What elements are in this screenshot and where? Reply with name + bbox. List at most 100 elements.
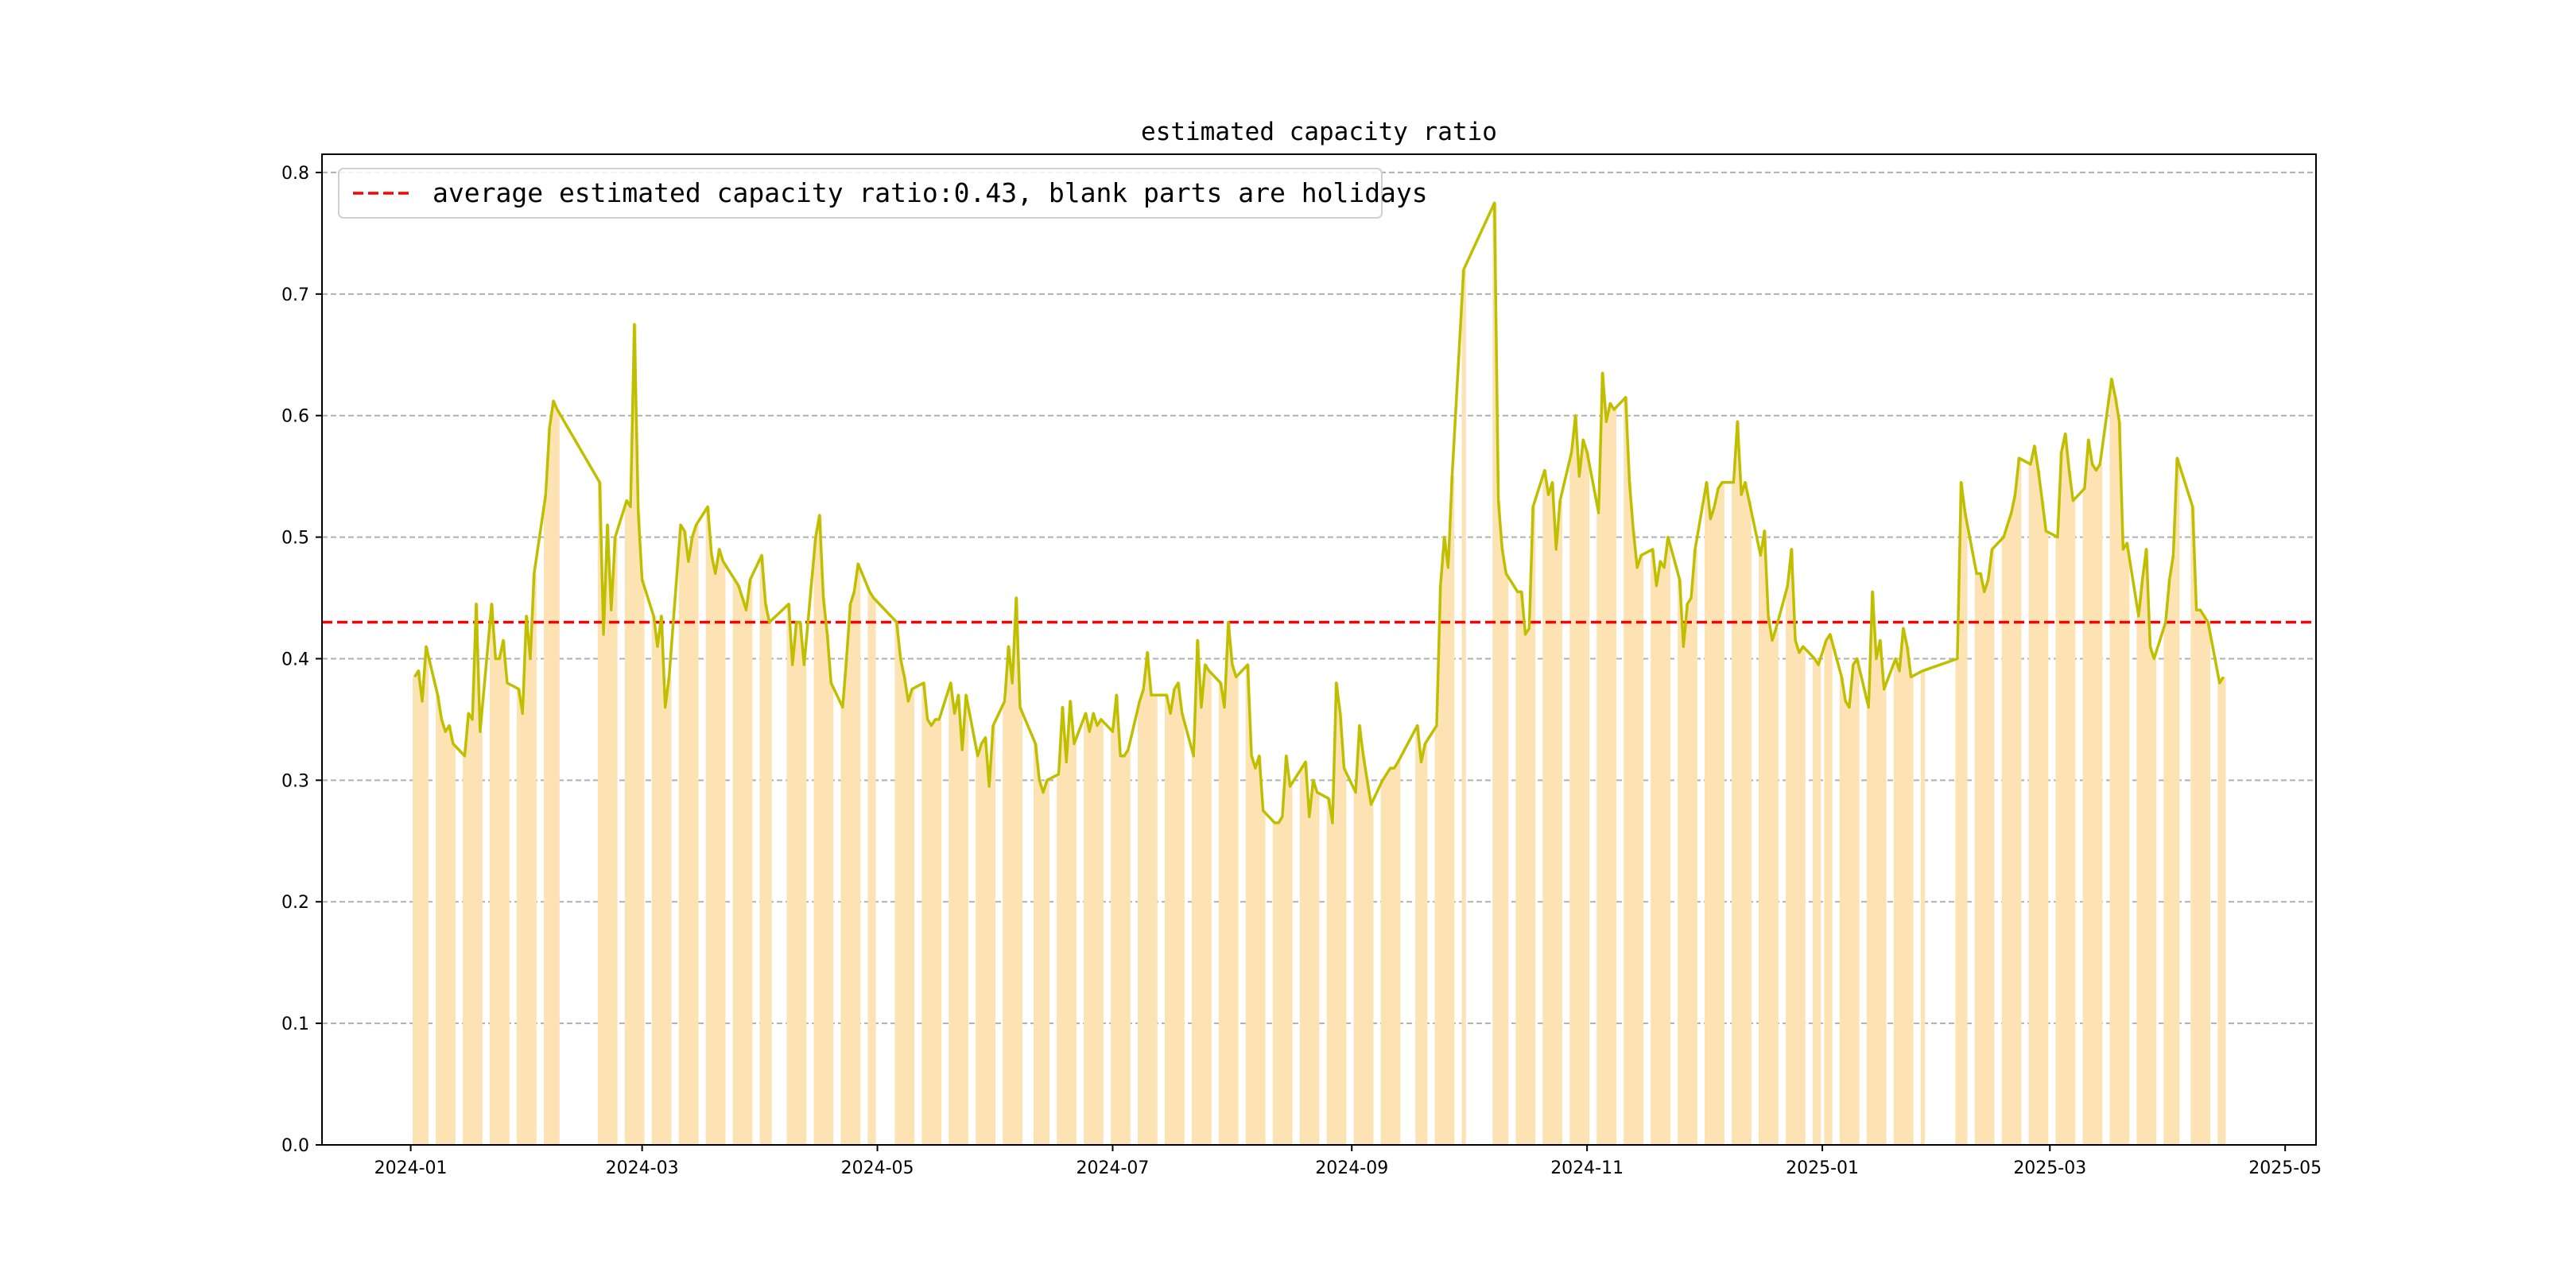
capacity-bar <box>2171 555 2176 1145</box>
y-tick-label: 0.3 <box>281 771 309 791</box>
capacity-bar <box>2032 445 2037 1145</box>
x-tick-label: 2024-01 <box>374 1158 448 1178</box>
capacity-bar <box>1500 549 1505 1145</box>
capacity-bar <box>2202 615 2207 1145</box>
capacity-bar <box>1639 555 1643 1145</box>
capacity-bar <box>1111 731 1115 1145</box>
capacity-bar <box>1195 640 1201 1145</box>
capacity-bar <box>1847 707 1852 1145</box>
capacity-bar <box>1682 646 1686 1145</box>
x-tick-label: 2024-07 <box>1077 1158 1150 1178</box>
capacity-bar <box>1114 695 1119 1145</box>
capacity-bar <box>828 683 834 1145</box>
capacity-bar <box>1824 640 1829 1145</box>
capacity-bar <box>1666 537 1670 1145</box>
capacity-bar <box>1380 780 1385 1145</box>
capacity-bar <box>937 719 942 1145</box>
capacity-bar <box>1732 482 1736 1145</box>
capacity-bar <box>1693 549 1697 1145</box>
capacity-bar <box>2067 470 2072 1145</box>
capacity-bar <box>1866 707 1872 1145</box>
capacity-bar <box>2070 500 2076 1145</box>
capacity-bar <box>636 513 641 1145</box>
capacity-bar <box>651 615 657 1145</box>
y-tick-label: 0.4 <box>281 650 309 669</box>
capacity-bar <box>2194 610 2199 1145</box>
capacity-bar <box>1662 567 1667 1145</box>
ratio-line-group <box>413 201 2225 824</box>
capacity-bar <box>1334 683 1339 1145</box>
capacity-bar <box>1203 665 1208 1145</box>
capacity-bar <box>933 719 938 1145</box>
capacity-bar <box>1705 482 1709 1145</box>
capacity-bar <box>1180 713 1185 1145</box>
capacity-bar <box>2082 488 2087 1145</box>
capacity-bar <box>1759 555 1763 1145</box>
capacity-bar <box>694 525 699 1145</box>
x-tick-label: 2025-05 <box>2248 1158 2322 1178</box>
capacity-bar <box>1276 822 1281 1145</box>
capacity-bar <box>1284 755 1289 1145</box>
capacity-bar <box>817 515 822 1145</box>
capacity-bar <box>2059 452 2064 1145</box>
capacity-bar <box>2136 615 2141 1145</box>
capacity-bar <box>1249 755 1255 1145</box>
x-tick-label: 2024-03 <box>606 1158 679 1178</box>
capacity-bar <box>1118 755 1123 1145</box>
capacity-bar <box>1581 440 1586 1145</box>
capacity-bar <box>601 634 607 1145</box>
capacity-bar <box>690 537 695 1145</box>
capacity-bar <box>1747 500 1752 1145</box>
capacity-bar <box>1095 725 1100 1145</box>
x-tick-label: 2025-01 <box>1786 1158 1859 1178</box>
capacity-bar <box>1655 585 1659 1145</box>
capacity-bar <box>983 737 988 1145</box>
capacity-bar <box>640 580 645 1145</box>
capacity-bar <box>1974 573 1980 1145</box>
capacity-bar <box>1816 665 1821 1145</box>
capacity-bar <box>609 610 614 1145</box>
capacity-bar <box>748 580 753 1145</box>
capacity-bar <box>956 695 961 1145</box>
capacity-bar <box>478 731 483 1145</box>
capacity-bar <box>1172 689 1177 1145</box>
capacity-bar <box>1288 786 1293 1145</box>
capacity-bar <box>1261 810 1266 1145</box>
capacity-bar <box>2036 470 2041 1145</box>
capacity-bar <box>1712 506 1717 1145</box>
capacity-bar <box>1689 598 1694 1145</box>
capacity-bar <box>667 677 672 1145</box>
capacity-bar <box>1315 792 1320 1145</box>
y-tick-label: 0.7 <box>281 285 309 305</box>
capacity-bar <box>1388 768 1393 1145</box>
capacity-bar <box>1855 658 1860 1145</box>
capacity-bar <box>497 658 502 1145</box>
capacity-bar <box>1442 537 1447 1145</box>
capacity-bar <box>1573 415 1578 1145</box>
legend-box <box>338 168 1383 219</box>
capacity-bar <box>960 750 965 1145</box>
capacity-bar <box>848 603 853 1145</box>
capacity-bar <box>1550 482 1555 1145</box>
capacity-bar <box>964 695 969 1145</box>
capacity-bar <box>1959 482 1964 1145</box>
capacity-bar <box>1596 513 1601 1145</box>
capacity-bar <box>1330 822 1335 1145</box>
capacity-bar <box>1678 580 1682 1145</box>
capacity-bar <box>825 634 830 1145</box>
capacity-bar <box>439 719 444 1145</box>
capacity-bar <box>1034 743 1038 1145</box>
capacity-bar <box>1153 695 1158 1145</box>
capacity-bar <box>1774 628 1779 1145</box>
capacity-bar <box>520 713 526 1145</box>
capacity-bar <box>528 658 533 1145</box>
capacity-bar <box>790 665 795 1145</box>
capacity-bar <box>1122 755 1127 1145</box>
capacity-bar <box>532 573 537 1145</box>
capacity-bar <box>709 555 714 1145</box>
capacity-bar <box>1515 592 1520 1145</box>
capacity-bar <box>1438 585 1443 1145</box>
capacity-bar <box>2144 549 2149 1145</box>
capacity-bar <box>1503 573 1509 1145</box>
capacity-bar <box>1708 518 1713 1145</box>
